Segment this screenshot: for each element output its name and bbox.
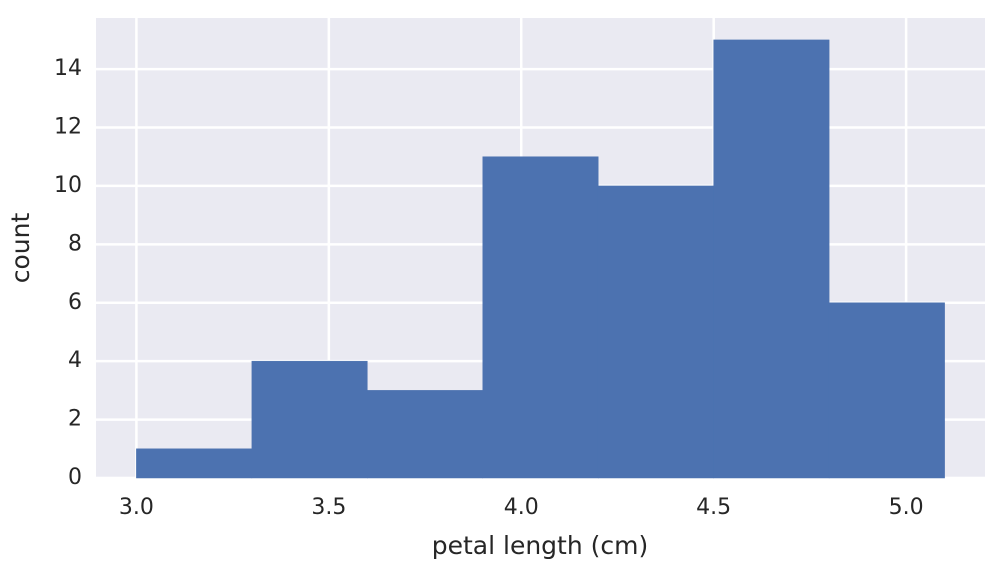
y-tick-label: 2 (68, 407, 82, 432)
bar (482, 156, 599, 479)
y-axis-label: count (6, 213, 35, 284)
y-tick-label: 4 (68, 348, 82, 373)
x-tick-label: 4.0 (504, 495, 539, 520)
bars (136, 39, 945, 479)
x-tick-label: 3.5 (311, 495, 346, 520)
y-tick-label: 0 (68, 465, 82, 490)
y-tick-label: 6 (68, 290, 82, 315)
x-tick-label: 3.0 (119, 495, 154, 520)
bar (251, 360, 368, 479)
bar (136, 448, 253, 479)
y-tick-label: 8 (68, 231, 82, 256)
x-axis-label: petal length (cm) (432, 531, 649, 560)
y-tick-label: 14 (54, 56, 82, 81)
bar (828, 302, 945, 479)
y-tick-label: 10 (54, 173, 82, 198)
x-tick-label: 4.5 (696, 495, 731, 520)
bar (597, 185, 714, 479)
y-tick-label: 12 (54, 115, 82, 140)
x-tick-label: 5.0 (889, 495, 924, 520)
bar (713, 39, 830, 479)
bar (367, 390, 484, 479)
